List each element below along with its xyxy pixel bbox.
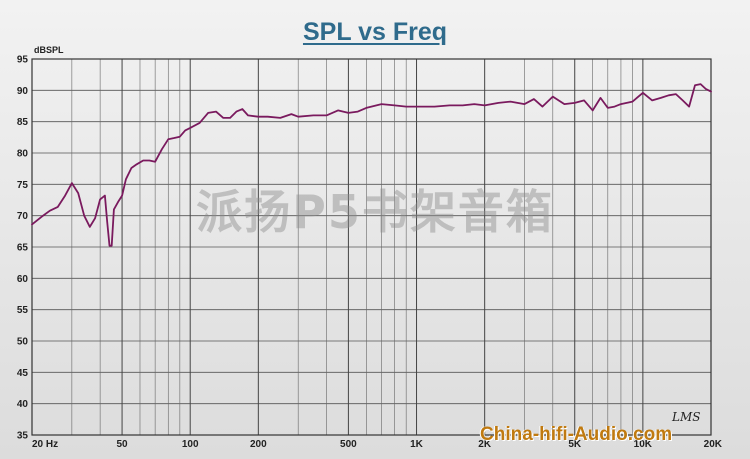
- y-tick-label: 70: [17, 211, 29, 222]
- y-tick-labels: 35 40 45 50 55 60 65 70 75 80 85 90 95: [17, 55, 29, 442]
- y-tick-label: 80: [17, 149, 29, 160]
- series-layer: [31, 83, 712, 247]
- lms-brand-mark: LMS: [672, 410, 701, 424]
- y-tick-label: 75: [17, 180, 29, 191]
- x-tick-label: 500: [340, 439, 357, 450]
- y-tick-label: 90: [17, 86, 29, 97]
- y-tick-label: 35: [17, 431, 29, 442]
- y-tick-label: 45: [17, 368, 29, 379]
- watermark-text: 派扬P5书架音箱: [196, 185, 554, 239]
- y-tick-label: 40: [17, 399, 29, 410]
- spl-series-line: [31, 83, 712, 247]
- x-tick-labels: 20 Hz 50 100 200 500 1K 2K 5K 10K 20K: [32, 439, 723, 450]
- x-tick-label: 10K: [634, 439, 653, 450]
- site-watermark: China-hifi-Audio.com: [480, 424, 673, 445]
- y-tick-label: 60: [17, 274, 29, 285]
- grid: [31, 58, 712, 436]
- y-tick-label: 50: [17, 337, 29, 348]
- y-tick-label: 95: [17, 55, 29, 66]
- x-tick-label: 200: [250, 439, 267, 450]
- x-tick-label: 5K: [568, 439, 582, 450]
- x-tick-label: 1K: [410, 439, 424, 450]
- y-tick-label: 85: [17, 117, 29, 128]
- y-tick-label: 55: [17, 305, 29, 316]
- x-tick-label: 20 Hz: [32, 439, 58, 450]
- y-tick-label: 65: [17, 243, 29, 254]
- x-tick-label: 20K: [704, 439, 723, 450]
- chart-title: SPL vs Freq: [302, 18, 448, 46]
- y-axis-label: dBSPL: [34, 45, 64, 55]
- x-tick-label: 50: [117, 439, 129, 450]
- plot-frame: [31, 58, 712, 436]
- x-tick-label: 100: [182, 439, 199, 450]
- x-tick-label: 2K: [478, 439, 492, 450]
